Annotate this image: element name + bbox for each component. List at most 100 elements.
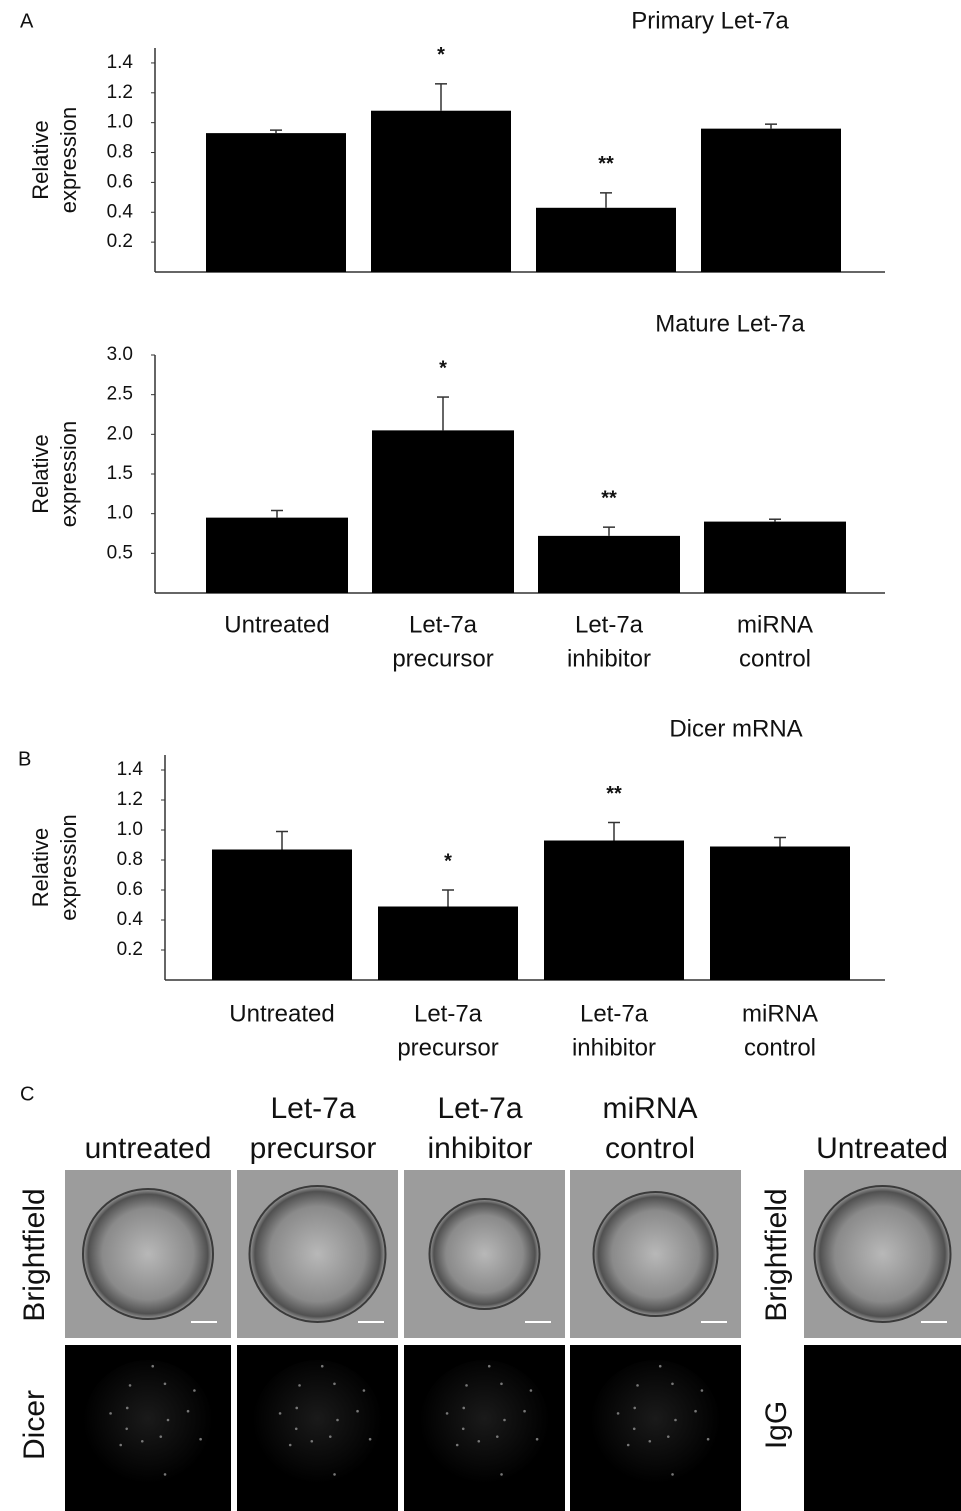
y-tick-label: 0.6 — [117, 879, 143, 900]
signal-dot — [310, 1439, 314, 1443]
signal-dot — [465, 1384, 468, 1387]
x-tick-label: miRNA — [737, 611, 813, 638]
signal-dot — [294, 1427, 298, 1431]
x-tick-label: miRNA — [742, 1000, 818, 1027]
signal-dot — [186, 1409, 190, 1413]
annotation: ** — [598, 153, 614, 175]
y-tick-label: 1.0 — [107, 112, 133, 133]
signal-dot — [356, 1409, 359, 1413]
error-bar — [271, 509, 283, 518]
y-tick-label: 1.2 — [117, 789, 143, 810]
cell-glow — [83, 1360, 213, 1490]
signal-dot — [706, 1437, 710, 1441]
signal-dot — [535, 1437, 539, 1441]
x-tick-label: Let-7a — [414, 1000, 483, 1027]
panel-label: B — [18, 748, 31, 770]
signal-dot — [500, 1382, 503, 1386]
error-bar — [276, 830, 288, 850]
signal-dot — [362, 1389, 366, 1392]
y-tick-label: 0.4 — [117, 909, 144, 930]
x-tick-label: Let-7a — [580, 1000, 649, 1027]
signal-dot — [295, 1406, 299, 1410]
bar — [544, 840, 684, 980]
x-tick-label: Let-7a — [575, 611, 644, 638]
error-bar — [270, 129, 282, 134]
signal-dot — [128, 1384, 132, 1387]
signal-dot — [658, 1364, 662, 1368]
cell — [248, 1185, 387, 1323]
signal-dot — [648, 1439, 652, 1443]
cell — [428, 1198, 541, 1310]
signal-dot — [333, 1382, 336, 1386]
signal-dot — [199, 1437, 202, 1441]
y-tick-label: 0.4 — [107, 201, 134, 222]
x-tick-label: Untreated — [229, 1000, 334, 1027]
signal-dot — [523, 1409, 526, 1413]
y-tick-label: 0.8 — [117, 849, 143, 870]
fluorescence-image — [804, 1345, 961, 1511]
bar — [704, 521, 846, 593]
y-tick-label: 2.5 — [107, 384, 133, 405]
signal-dot — [298, 1384, 301, 1387]
row-label: Brightfield — [760, 1188, 793, 1321]
bar — [378, 906, 518, 980]
error-bar — [603, 526, 615, 536]
annotation: ** — [606, 783, 622, 805]
signal-dot — [674, 1418, 677, 1422]
panel-label: A — [20, 10, 34, 32]
annotation: * — [437, 44, 445, 66]
signal-dot — [125, 1406, 129, 1410]
panel-label: C — [20, 1083, 34, 1105]
column-header: Untreated — [816, 1132, 948, 1165]
signal-dot — [109, 1412, 112, 1415]
y-tick-label: 0.8 — [107, 142, 133, 163]
y-tick-label: 0.2 — [107, 231, 133, 252]
y-tick-label: 1.4 — [117, 759, 144, 780]
y-axis-label: expression — [56, 814, 81, 920]
chart-title: Mature Let-7a — [655, 310, 805, 337]
error-bar — [765, 123, 777, 129]
y-tick-label: 3.0 — [107, 344, 133, 365]
signal-dot — [320, 1364, 324, 1368]
signal-dot — [529, 1389, 533, 1392]
row-label: IgG — [760, 1401, 793, 1449]
column-header: Let-7a — [437, 1092, 522, 1125]
signal-dot — [636, 1384, 639, 1387]
error-bar — [769, 518, 781, 522]
column-header: precursor — [250, 1132, 377, 1165]
column-header: untreated — [85, 1132, 212, 1165]
y-axis-label: expression — [56, 107, 81, 213]
column-header: Let-7a — [270, 1092, 355, 1125]
signal-dot — [193, 1389, 196, 1392]
signal-dot — [694, 1409, 697, 1413]
annotation: ** — [601, 487, 617, 509]
x-tick-label: control — [739, 645, 811, 672]
signal-dot — [666, 1435, 670, 1438]
signal-dot — [119, 1443, 123, 1447]
signal-dot — [700, 1389, 704, 1392]
signal-dot — [671, 1473, 674, 1476]
signal-dot — [495, 1435, 499, 1438]
row-label: Brightfield — [18, 1188, 51, 1321]
signal-dot — [163, 1382, 167, 1386]
signal-dot — [500, 1473, 503, 1476]
column-header: inhibitor — [427, 1132, 532, 1165]
x-tick-label: Untreated — [224, 611, 329, 638]
signal-dot — [368, 1437, 372, 1441]
cell-glow — [419, 1360, 550, 1490]
signal-dot — [288, 1443, 292, 1447]
annotation: * — [439, 357, 447, 379]
y-axis-label: expression — [56, 421, 81, 527]
signal-dot — [632, 1427, 636, 1431]
signal-dot — [445, 1412, 449, 1415]
annotation: * — [444, 850, 452, 872]
chart-title: Primary Let-7a — [631, 7, 789, 34]
cell — [813, 1185, 952, 1323]
error-bar — [608, 821, 620, 841]
bar — [371, 110, 511, 272]
signal-dot — [616, 1412, 620, 1415]
signal-dot — [462, 1406, 466, 1410]
bar — [536, 207, 676, 272]
signal-dot — [455, 1443, 459, 1447]
signal-dot — [503, 1418, 506, 1422]
